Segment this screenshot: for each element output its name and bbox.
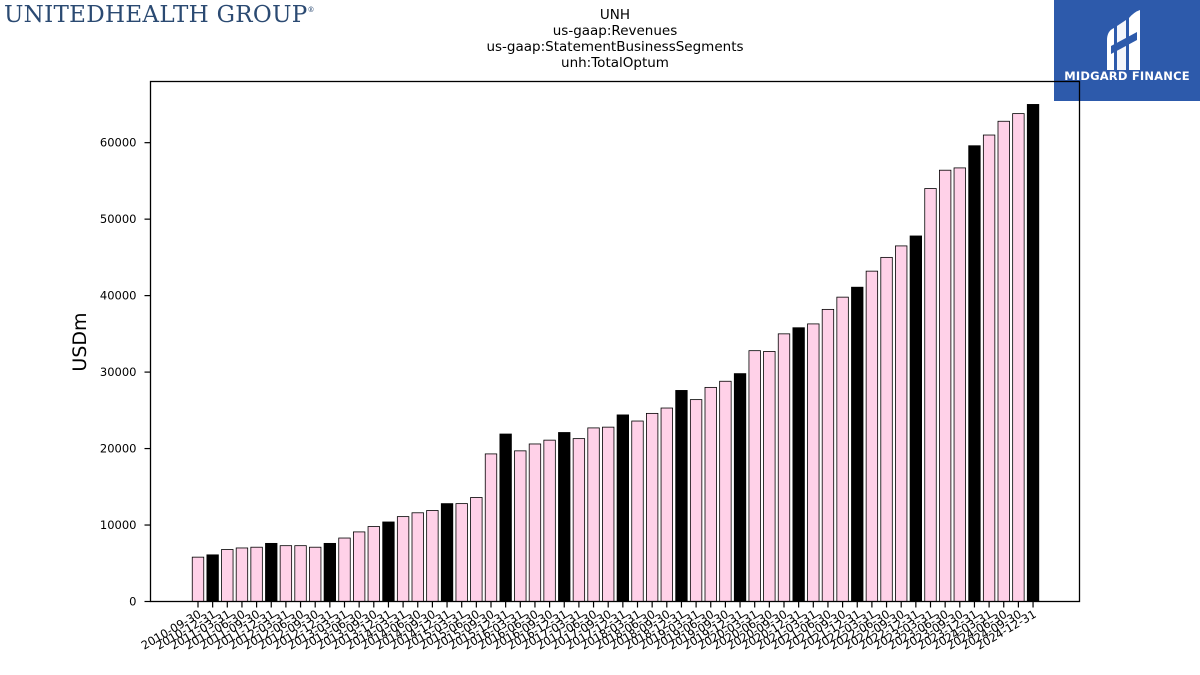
bar-2016-06-30 xyxy=(528,443,542,602)
bar-2017-03-31 xyxy=(572,438,586,602)
brand-logo-box: MIDGARD FINANCE xyxy=(1054,0,1200,101)
company-logo: UNITEDHEALTH GROUP® xyxy=(4,2,315,28)
bar-2019-06-30 xyxy=(704,386,717,602)
bar-2021-06-30 xyxy=(821,308,835,602)
y-tick-label: 60000 xyxy=(100,136,137,150)
bar-2016-03-31 xyxy=(514,450,527,602)
bar-2012-03-31 xyxy=(279,545,293,602)
bar-2018-06-30 xyxy=(646,412,659,602)
bar-2023-09-30 xyxy=(953,167,966,602)
y-axis-label: USDm xyxy=(69,312,91,371)
bar-2020-12-31 xyxy=(792,327,805,602)
bar-2015-12-31 xyxy=(499,433,512,602)
bar-2011-12-31 xyxy=(265,542,278,602)
y-tick-label: 0 xyxy=(129,595,136,609)
bar-2011-09-30 xyxy=(250,546,263,602)
bar-2023-12-31 xyxy=(968,145,981,602)
bar-2020-06-30 xyxy=(763,351,776,602)
bar-2014-09-30 xyxy=(426,510,439,602)
company-logo-text: UNITEDHEALTH GROUP xyxy=(4,2,308,28)
bar-2024-12-31 xyxy=(1026,104,1040,602)
bar-2022-03-31 xyxy=(865,270,879,602)
bar-2017-06-30 xyxy=(587,427,600,602)
y-axis: 0 10000 20000 30000 40000 50000 60000 xyxy=(100,136,151,609)
bar-2023-06-30 xyxy=(939,169,952,602)
bar-2021-12-31 xyxy=(851,286,864,602)
bar-2013-12-31 xyxy=(382,521,395,602)
bar-2015-09-30 xyxy=(484,453,498,602)
bar-2010-12-31 xyxy=(206,554,219,602)
x-axis: 2010-09-302010-12-312011-03-312011-06-30… xyxy=(139,601,1039,653)
bars-group xyxy=(191,104,1040,602)
brand-name: MIDGARD FINANCE xyxy=(1064,69,1190,83)
bar-2019-03-31 xyxy=(689,399,703,602)
chart-title-line-axis: us-gaap:StatementBusinessSegments xyxy=(486,39,744,55)
bar-2021-03-31 xyxy=(807,323,820,602)
bar-2015-03-31 xyxy=(455,503,468,602)
bar-2011-06-30 xyxy=(235,547,249,602)
bar-2013-09-30 xyxy=(367,526,380,602)
bar-2016-09-30 xyxy=(543,439,556,602)
bar-2023-03-31 xyxy=(924,188,937,602)
chart-title: UNH us-gaap:Revenues us-gaap:StatementBu… xyxy=(415,7,815,71)
bar-2024-09-30 xyxy=(1012,113,1025,602)
bar-2016-12-31 xyxy=(558,432,571,602)
bar-2017-09-30 xyxy=(602,426,615,602)
y-tick-label: 40000 xyxy=(100,289,137,303)
bar-2019-12-31 xyxy=(733,373,747,602)
bar-2013-06-30 xyxy=(352,531,366,602)
bar-2021-09-30 xyxy=(836,296,849,602)
bar-2010-09-30 xyxy=(191,556,205,602)
bar-2020-03-31 xyxy=(748,350,761,602)
bar-2015-06-30 xyxy=(470,497,483,602)
bar-2014-12-31 xyxy=(440,503,454,602)
registered-mark: ® xyxy=(307,6,315,14)
bar-2012-12-31 xyxy=(323,542,337,602)
bar-2018-09-30 xyxy=(660,407,673,602)
chart-title-line-ticker: UNH xyxy=(599,7,631,23)
bar-2012-06-30 xyxy=(294,545,307,602)
chart-title-line-concept: us-gaap:Revenues xyxy=(552,23,678,39)
bar-2024-06-30 xyxy=(997,120,1010,602)
y-tick-label: 10000 xyxy=(100,518,137,532)
chart-title-line-member: unh:TotalOptum xyxy=(561,55,669,71)
bar-2011-03-31 xyxy=(221,549,234,602)
y-tick-label: 20000 xyxy=(100,442,137,456)
bar-2017-12-31 xyxy=(616,414,629,602)
bar-2022-09-30 xyxy=(895,245,908,602)
bar-2024-03-31 xyxy=(982,134,996,602)
bar-2022-12-31 xyxy=(909,235,922,602)
bar-2020-09-30 xyxy=(777,333,791,602)
bar-2014-03-31 xyxy=(396,516,410,602)
bar-2018-03-31 xyxy=(631,420,644,602)
y-tick-label: 50000 xyxy=(100,212,137,226)
bar-2019-09-30 xyxy=(719,380,732,602)
bar-2013-03-31 xyxy=(338,537,351,602)
bar-2022-06-30 xyxy=(880,256,893,602)
bar-2018-12-31 xyxy=(675,390,688,602)
bar-2012-09-30 xyxy=(309,546,322,602)
midgard-logo-icon xyxy=(1107,10,1140,70)
bar-2014-06-30 xyxy=(411,512,424,602)
plot-frame xyxy=(149,80,1081,603)
y-tick-label: 30000 xyxy=(100,365,137,379)
